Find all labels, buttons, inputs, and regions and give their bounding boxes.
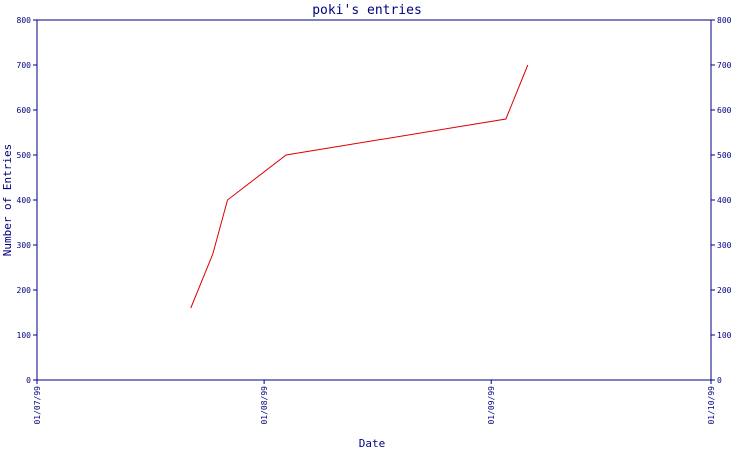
y-tick-label-left: 0 bbox=[26, 376, 31, 385]
y-tick-label-left: 200 bbox=[17, 286, 32, 295]
y-tick-label-left: 800 bbox=[17, 16, 32, 25]
y-tick-label-left: 600 bbox=[17, 106, 32, 115]
x-tick-label: 01/09/99 bbox=[487, 386, 496, 425]
y-tick-label-right: 400 bbox=[717, 196, 732, 205]
y-tick-label-left: 500 bbox=[17, 151, 32, 160]
y-tick-label-left: 100 bbox=[17, 331, 32, 340]
y-tick-label-left: 300 bbox=[17, 241, 32, 250]
y-tick-label-left: 400 bbox=[17, 196, 32, 205]
y-tick-label-right: 600 bbox=[717, 106, 732, 115]
y-tick-label-right: 200 bbox=[717, 286, 732, 295]
chart-title: poki's entries bbox=[312, 3, 422, 18]
plot-frame bbox=[36, 19, 712, 381]
x-tick-label: 01/08/99 bbox=[260, 386, 269, 425]
x-tick-label: 01/07/99 bbox=[33, 386, 42, 425]
series-line bbox=[190, 64, 529, 309]
plot-area: 0 0 100 100 200 200 300 300 400 400 500 500 600 600 70… bbox=[17, 16, 732, 425]
y-tick-label-right: 700 bbox=[717, 61, 732, 70]
y-tick-label-right: 100 bbox=[717, 331, 732, 340]
x-tick-label: 01/10/99 bbox=[707, 386, 716, 425]
y-tick-label-left: 700 bbox=[17, 61, 32, 70]
y-tick-label-right: 300 bbox=[717, 241, 732, 250]
y-tick-label-right: 0 bbox=[717, 376, 722, 385]
y-tick-label-right: 500 bbox=[717, 151, 732, 160]
y-tick-label-right: 800 bbox=[717, 16, 732, 25]
y-axis-label: Number of Entries bbox=[1, 144, 14, 257]
x-axis-label: Date bbox=[359, 437, 386, 450]
